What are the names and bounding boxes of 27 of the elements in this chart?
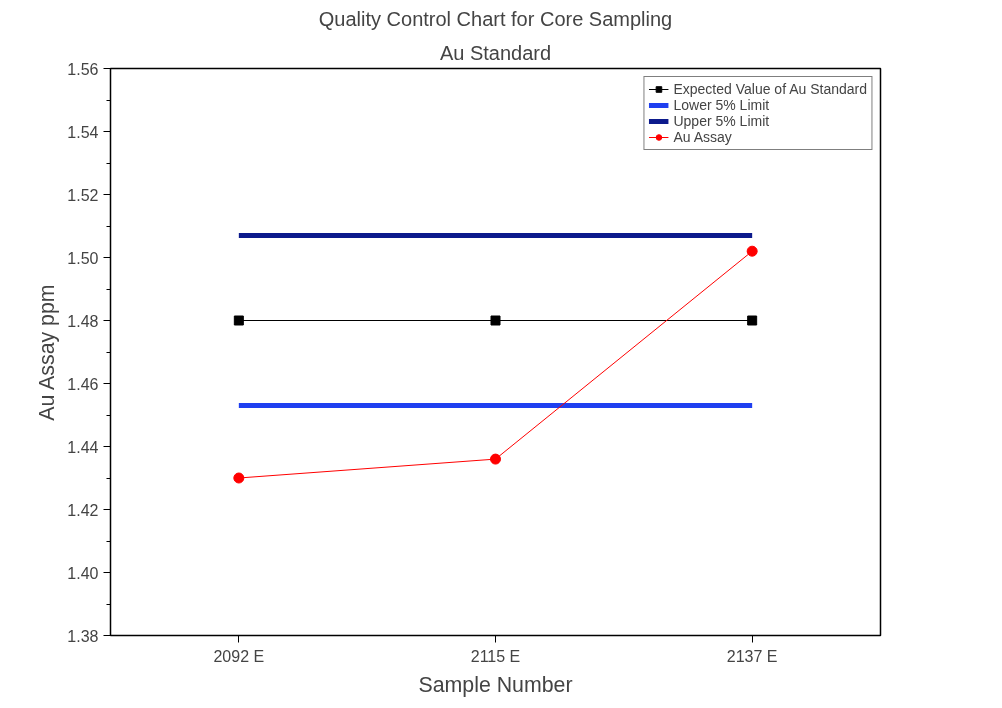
chart-title: Quality Control Chart for Core Sampling (318, 7, 673, 30)
y-tick-label: 1.48 (67, 312, 99, 330)
point (746, 245, 758, 257)
point (490, 453, 501, 465)
point (233, 315, 244, 326)
y-tick-label: 1.54 (67, 123, 99, 141)
y-tick-label: 1.42 (67, 501, 99, 519)
y-tick-label: 1.56 (67, 60, 99, 78)
x-tick-label: 2137 E (726, 647, 778, 665)
legend-label: Expected Value of Au Standard (673, 81, 867, 97)
legend-label: Lower 5% Limit (673, 97, 770, 113)
y-axis-title: Au Assay ppm (35, 284, 60, 421)
y-tick-label: 1.44 (67, 438, 99, 456)
chart-subtitle: Au Standard (439, 41, 552, 64)
y-tick-label: 1.50 (67, 249, 99, 267)
y-tick-label: 1.52 (67, 186, 99, 204)
y-tick-label: 1.38 (67, 627, 99, 645)
legend-label: Au Assay (673, 129, 732, 145)
point (747, 315, 758, 326)
x-tick-label: 2115 E (470, 647, 521, 665)
y-tick-label: 1.46 (67, 375, 99, 393)
legend-label: Upper 5% Limit (673, 113, 770, 129)
y-tick-label: 1.40 (67, 564, 99, 582)
point (490, 315, 501, 326)
point (233, 472, 245, 484)
x-tick-label: 2092 E (213, 647, 265, 665)
x-axis-title: Sample Number (418, 672, 573, 697)
